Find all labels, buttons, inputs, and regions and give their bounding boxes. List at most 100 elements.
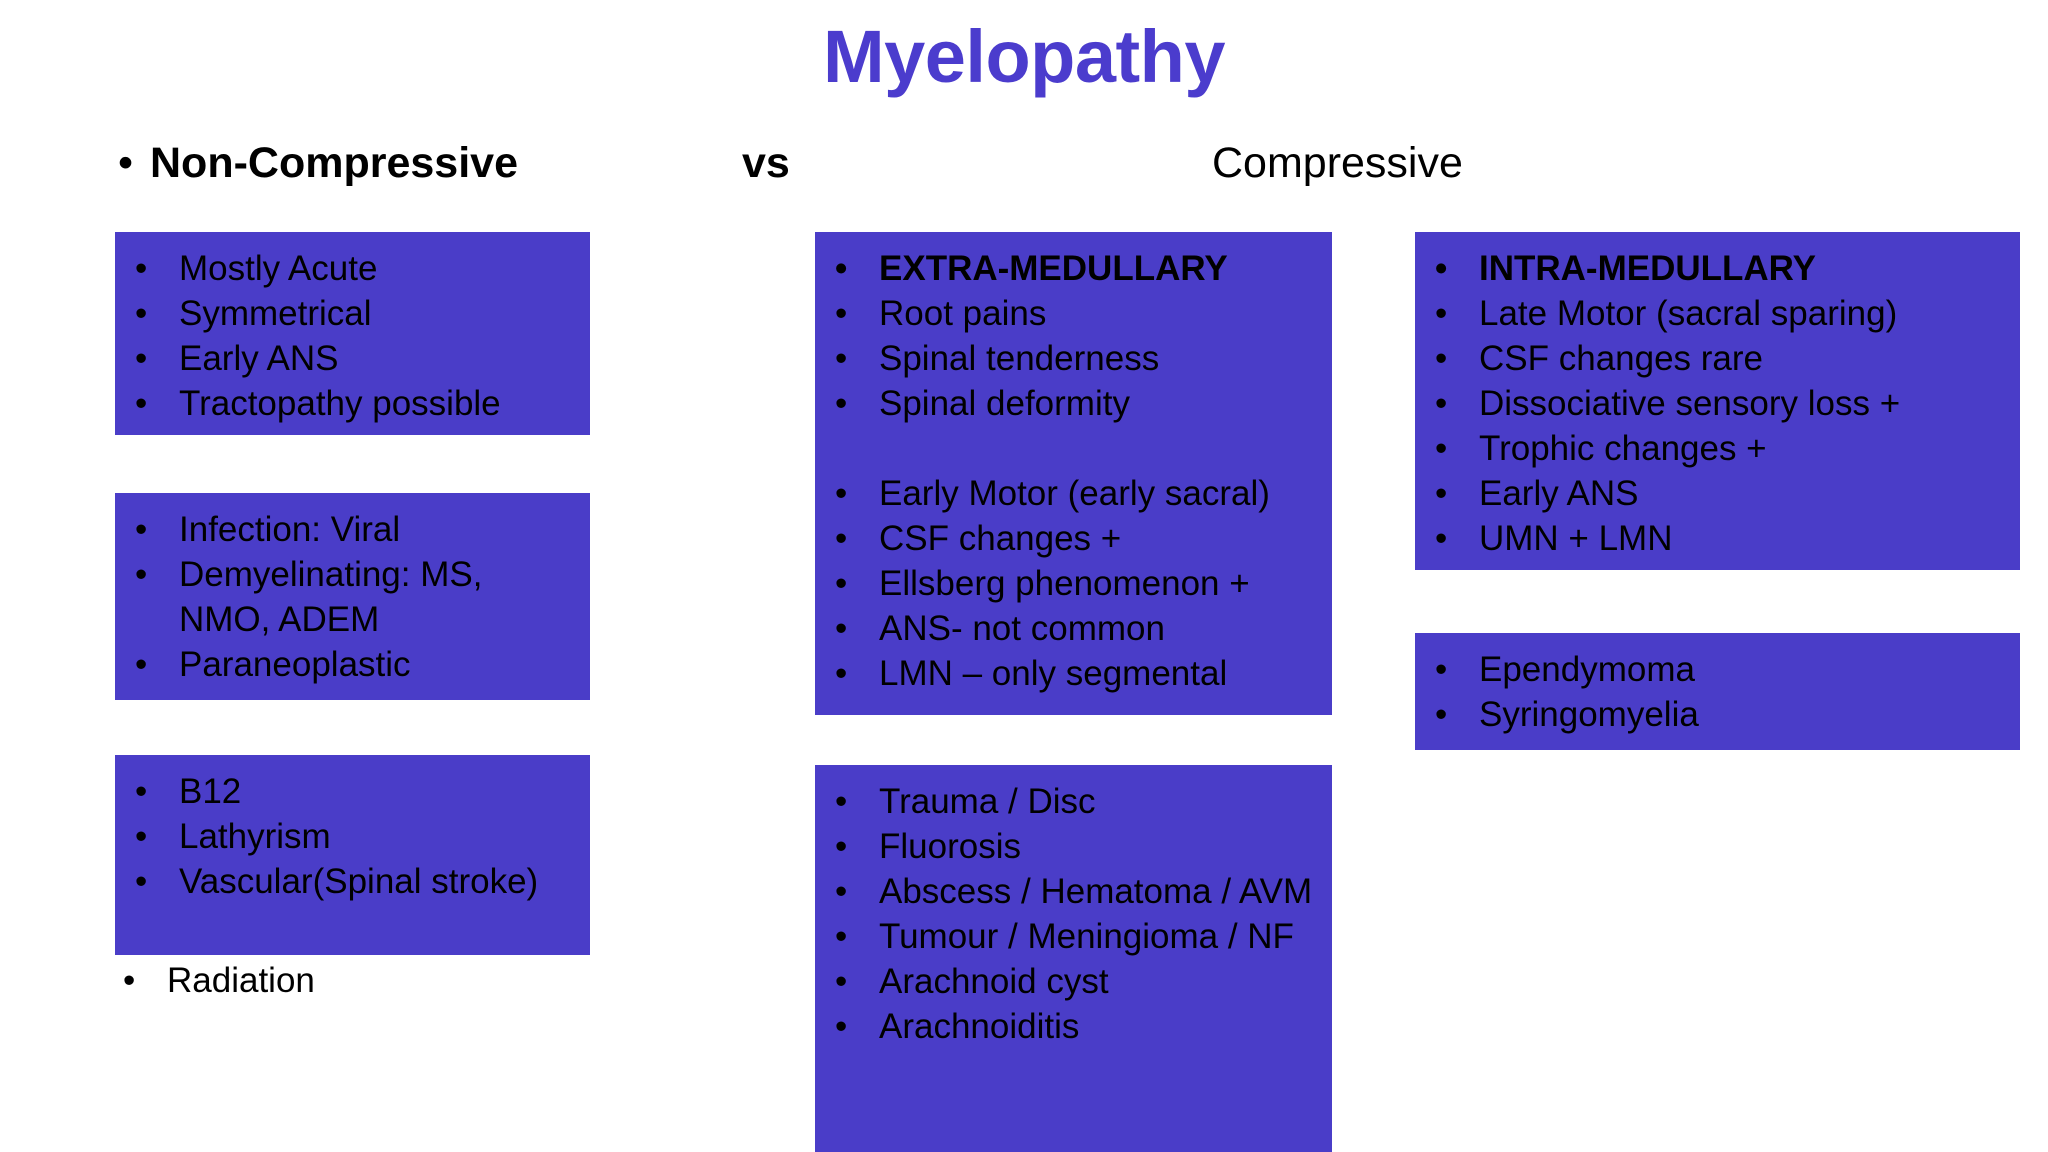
bullet-list: • B12 • Lathyrism • Vascular(Spinal stroke) (127, 769, 580, 904)
bullet-icon: • (1435, 429, 1448, 468)
list-item-label: Root pains (879, 294, 1047, 333)
list-item: • CSF changes + (827, 516, 1322, 561)
compressive-causes-box: • Trauma / Disc • Fluorosis • Abscess / Hem… (815, 765, 1332, 1152)
bullet-icon: • (835, 609, 848, 648)
list-item: • CSF changes rare (1427, 336, 2010, 381)
list-item: • Syringomyelia (1427, 692, 2010, 737)
list-item: • Late Motor (sacral sparing) (1427, 291, 2010, 336)
list-item-label: Trauma / Disc (879, 782, 1096, 821)
list-item: • Early ANS (127, 336, 580, 381)
list-item: • Ellsberg phenomenon + (827, 561, 1322, 606)
bullet-icon: • (835, 339, 848, 378)
list-item-heading: • EXTRA-MEDULLARY (827, 246, 1322, 291)
list-item-label: CSF changes rare (1479, 339, 1764, 378)
bullet-icon: • (835, 294, 848, 333)
list-item-label: EXTRA-MEDULLARY (879, 249, 1228, 288)
list-item: • Abscess / Hematoma / AVM (827, 869, 1322, 914)
list-item: • Arachnoiditis (827, 1004, 1322, 1049)
bullet-list: • INTRA-MEDULLARY • Late Motor (sacral spa… (1427, 246, 2010, 561)
list-item: • Vascular(Spinal stroke) (127, 859, 580, 904)
bullet-list: • EXTRA-MEDULLARY • Root pains • Spinal ten… (827, 246, 1322, 696)
list-item-label: Mostly Acute (179, 249, 378, 288)
intra-medullary-box: • INTRA-MEDULLARY • Late Motor (sacral spa… (1415, 232, 2020, 570)
bullet-icon: • (135, 817, 148, 856)
bullet-icon: • (118, 139, 134, 187)
bullet-list: • Trauma / Disc • Fluorosis • Abscess / Hem… (827, 779, 1322, 1049)
list-item: • Ependymoma (1427, 647, 2010, 692)
list-item: • Tractopathy possible (127, 381, 580, 426)
bullet-icon: • (135, 249, 148, 288)
bullet-icon: • (135, 772, 148, 811)
header-compressive-label: Compressive (1212, 139, 1463, 187)
header-versus-label: vs (742, 139, 790, 187)
non-compressive-other-causes-box: • B12 • Lathyrism • Vascular(Spinal stroke) (115, 755, 590, 955)
list-item-label: Tractopathy possible (179, 384, 501, 423)
list-item: • LMN – only segmental (827, 651, 1322, 696)
list-item-label: LMN – only segmental (879, 654, 1228, 693)
list-item: • UMN + LMN (1427, 516, 2010, 561)
list-item-label: Infection: Viral (179, 510, 401, 549)
list-item-label: Vascular(Spinal stroke) (179, 862, 539, 901)
bullet-list: • Mostly Acute • Symmetrical • Early ANS • T… (127, 246, 580, 426)
non-compressive-clinical-box: • Mostly Acute • Symmetrical • Early ANS • T… (115, 232, 590, 435)
header-non-compressive: • Non-Compressive (118, 139, 518, 187)
list-item: • Mostly Acute (127, 246, 580, 291)
extra-medullary-box: • EXTRA-MEDULLARY • Root pains • Spinal ten… (815, 232, 1332, 715)
list-item-label: B12 (179, 772, 242, 811)
list-item-label: Paraneoplastic (179, 645, 411, 684)
list-item-label: Early Motor (early sacral) (879, 474, 1270, 513)
bullet-icon: • (835, 827, 848, 866)
list-item-label: Syringomyelia (1479, 695, 1699, 734)
bullet-icon: • (135, 555, 148, 594)
bullet-icon: • (135, 294, 148, 333)
bullet-icon: • (135, 339, 148, 378)
bullet-icon: • (135, 862, 148, 901)
bullet-icon: • (835, 519, 848, 558)
bullet-list: • Ependymoma • Syringomyelia (1427, 647, 2010, 737)
list-item-label: Arachnoiditis (879, 1007, 1080, 1046)
comparison-header-row: • Non-Compressive vs Compressive (0, 139, 2048, 196)
non-compressive-causes-box: • Infection: Viral • Demyelinating: MS, NM… (115, 493, 590, 700)
list-item: • ANS- not common (827, 606, 1322, 651)
bullet-icon: • (135, 510, 148, 549)
list-item-label: CSF changes + (879, 519, 1122, 558)
bullet-icon: • (135, 645, 148, 684)
bullet-icon: • (835, 962, 848, 1001)
list-item: • Symmetrical (127, 291, 580, 336)
list-item-label: ANS- not common (879, 609, 1165, 648)
list-item-label: Fluorosis (879, 827, 1021, 866)
list-item-heading: • INTRA-MEDULLARY (1427, 246, 2010, 291)
list-item-label: Abscess / Hematoma / AVM (879, 872, 1313, 911)
bullet-icon: • (835, 1007, 848, 1046)
list-item: • Tumour / Meningioma / NF (827, 914, 1322, 959)
list-item-label: Early ANS (1479, 474, 1639, 513)
list-item-label: Tumour / Meningioma / NF (879, 917, 1294, 956)
bullet-icon: • (835, 564, 848, 603)
bullet-icon: • (123, 961, 136, 1000)
list-item-label: Arachnoid cyst (879, 962, 1109, 1001)
non-compressive-radiation-item: • Radiation (115, 958, 642, 1003)
list-item-label: Trophic changes + (1479, 429, 1767, 468)
list-item-label: UMN + LMN (1479, 519, 1673, 558)
header-non-compressive-label: Non-Compressive (150, 139, 518, 187)
bullet-icon: • (835, 917, 848, 956)
bullet-icon: • (1435, 650, 1448, 689)
bullet-icon: • (1435, 339, 1448, 378)
list-item: • Early ANS (1427, 471, 2010, 516)
list-item: • B12 (127, 769, 580, 814)
list-item-label: Symmetrical (179, 294, 372, 333)
list-item: • Spinal deformity (827, 381, 1322, 426)
bullet-icon: • (835, 249, 848, 288)
page-title: Myelopathy (822, 15, 1226, 98)
list-item: • Arachnoid cyst (827, 959, 1322, 1004)
bullet-icon: • (835, 474, 848, 513)
list-item: • Lathyrism (127, 814, 580, 859)
list-item-label: Demyelinating: MS, NMO, ADEM (179, 555, 483, 639)
list-item-label: Late Motor (sacral sparing) (1479, 294, 1898, 333)
list-item: • Early Motor (early sacral) (827, 471, 1322, 516)
bullet-icon: • (835, 782, 848, 821)
bullet-icon: • (135, 384, 148, 423)
bullet-icon: • (835, 872, 848, 911)
list-item: • Trophic changes + (1427, 426, 2010, 471)
list-item-label: Spinal tenderness (879, 339, 1160, 378)
